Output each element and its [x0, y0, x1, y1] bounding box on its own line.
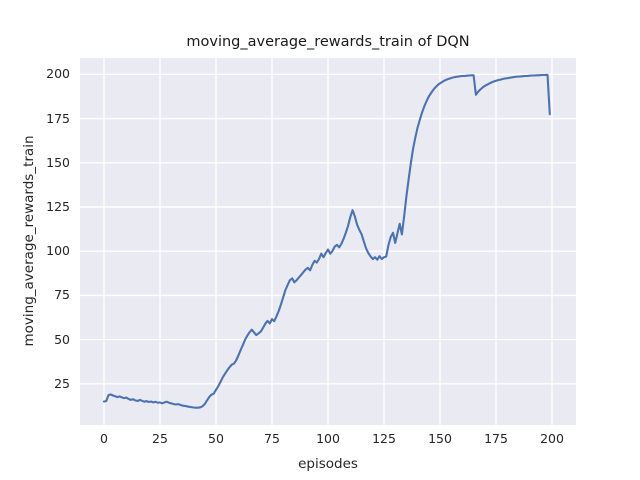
y-tick-label: 75: [54, 287, 70, 303]
y-tick-label: 50: [54, 331, 70, 347]
series-line: [102, 73, 551, 409]
y-tick-label: 200: [46, 66, 70, 82]
y-tick-label: 25: [54, 375, 70, 391]
x-tick-label: 0: [99, 431, 108, 446]
x-tick-label: 25: [152, 431, 168, 446]
plot-area: [80, 58, 576, 425]
x-tick-label: 200: [540, 431, 564, 446]
y-axis-label: moving_average_rewards_train: [21, 135, 37, 347]
y-tick-label: 125: [46, 199, 70, 215]
x-tick-label: 125: [372, 431, 396, 446]
x-tick-label: 100: [316, 431, 340, 446]
x-axis-label: episodes: [298, 456, 358, 472]
x-tick-label: 75: [264, 431, 280, 446]
plot-canvas: [80, 58, 576, 425]
x-tick-label: 175: [484, 431, 508, 446]
x-tick-label: 150: [428, 431, 452, 446]
y-tick-label: 150: [46, 154, 70, 170]
y-tick-label: 100: [46, 243, 70, 259]
y-tick-label: 175: [46, 110, 70, 126]
x-tick-label: 50: [208, 431, 224, 446]
chart-title: moving_average_rewards_train of DQN: [186, 34, 470, 50]
